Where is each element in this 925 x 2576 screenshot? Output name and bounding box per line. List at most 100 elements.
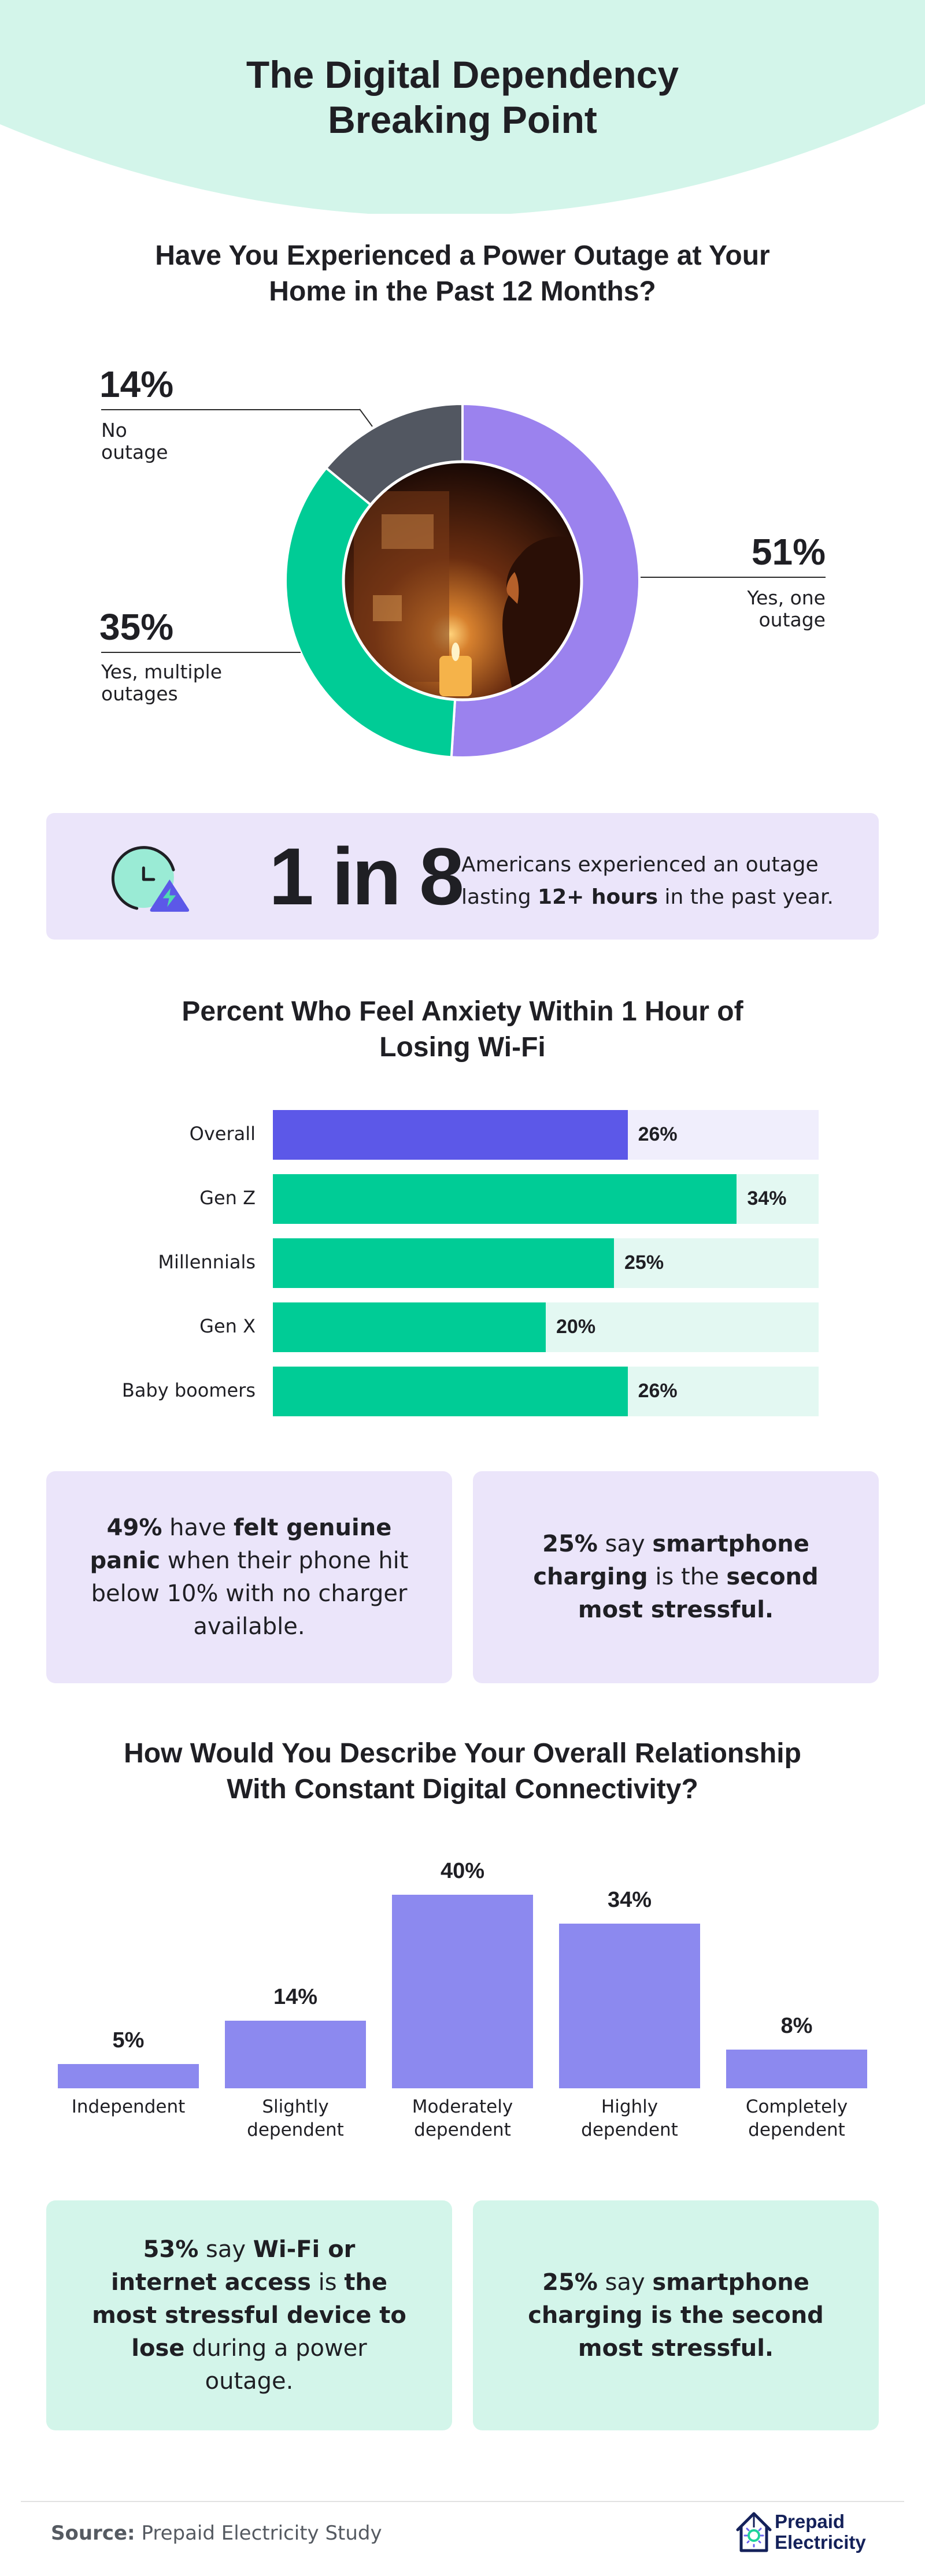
callout-text-regular: when their phone hit below 10% with no c… [91, 1547, 409, 1640]
label-line: outage [758, 608, 826, 631]
hbar-value-label: 26% [638, 1123, 678, 1145]
callout-text-bold: 25% [542, 1531, 598, 1557]
callout-text: 25% say smartphone charging is the secon… [513, 2266, 838, 2365]
slice-value-multiple-outages: 35% [99, 606, 174, 648]
hbar-bar [273, 1110, 628, 1160]
slice-value-one-outage: 51% [751, 531, 826, 573]
vbar-bar [559, 1924, 700, 2088]
text-bold: 12+ hours [538, 885, 658, 909]
vbar-title-line-1: How Would You Describe Your Overall Rela… [124, 1738, 801, 1769]
callout-text-bold: Wi-Fi or internet access [110, 2236, 356, 2296]
hbar-track: 26% [273, 1367, 819, 1416]
category-line: Independent [71, 2096, 186, 2117]
slice-label-one-outage: Yes, one outage [747, 587, 826, 631]
hbar-category-label: Millennials [158, 1251, 256, 1273]
text: in the past year. [658, 885, 834, 909]
source-label: Source: [51, 2522, 135, 2545]
callout-text-bold: 53% [143, 2236, 199, 2263]
vbar-value-label: 8% [780, 2014, 813, 2038]
hbar-bar [273, 1367, 628, 1416]
vbar-category-label: Slightly dependent [212, 2095, 379, 2141]
callout-text-regular: is the [648, 1564, 727, 1590]
page-title: The Digital Dependency Breaking Point [0, 52, 925, 142]
category-line: Completely [745, 2096, 848, 2117]
hbar-track: 20% [273, 1302, 819, 1352]
vbar-value-label: 34% [607, 1888, 652, 1913]
callout-text-regular: say [198, 2236, 253, 2263]
stat-description: Americans experienced an outage lasting … [461, 849, 866, 914]
category-line: Highly [601, 2096, 658, 2117]
callout-text-bold: the most stressful device to lose [92, 2269, 406, 2362]
callout-panic: 49% have felt genuine panic when their p… [46, 1471, 452, 1683]
category-line: dependent [748, 2120, 845, 2140]
title-line-1: The Digital Dependency [246, 53, 679, 96]
callout-text-regular: during a power outage. [184, 2334, 367, 2395]
callout-text-regular: is [310, 2269, 345, 2296]
vbar-value-label: 5% [112, 2028, 145, 2053]
hbar-track: 26% [273, 1110, 819, 1160]
title-line-2: Breaking Point [328, 98, 597, 141]
hbar-title-line-1: Percent Who Feel Anxiety Within 1 Hour o… [182, 996, 743, 1027]
house-bulb-icon [736, 2512, 772, 2552]
hbar-value-label: 25% [624, 1252, 664, 1274]
hbar-category-label: Gen Z [199, 1187, 256, 1209]
source-text: Prepaid Electricity Study [135, 2522, 382, 2545]
stat-big-number: 1 in 8 [269, 831, 464, 922]
vbar-category-label: Highly dependent [546, 2095, 713, 2141]
slice-label-multiple-outages: Yes, multiple outages [101, 661, 222, 705]
source-note: Source: Prepaid Electricity Study [51, 2522, 382, 2545]
hbar-track: 25% [273, 1238, 819, 1288]
hbar-title-line-2: Losing Wi-Fi [379, 1032, 546, 1063]
hbar-value-label: 34% [747, 1187, 787, 1209]
center-photo [343, 462, 582, 700]
logo-line: Electricity [775, 2532, 866, 2553]
stat-line-2: lasting 12+ hours in the past year. [461, 881, 866, 914]
vbar-bar [392, 1895, 533, 2088]
text: lasting [461, 885, 538, 909]
hbar-value-label: 20% [556, 1316, 596, 1338]
vbar-bar [225, 2020, 366, 2088]
slice-value-no-outage: 14% [99, 363, 174, 405]
callout-text-regular: say [597, 2269, 653, 2296]
logo-text: Prepaid Electricity [775, 2511, 866, 2553]
hbar-track: 34% [273, 1174, 819, 1224]
leader-line [101, 652, 301, 653]
callout-text: 53% say Wi-Fi or internet access is the … [87, 2233, 412, 2398]
callout-text-bold: smartphone charging [533, 1531, 809, 1590]
slice-label-no-outage: No outage [101, 420, 168, 463]
stat-banner: 1 in 8 Americans experienced an outage l… [46, 813, 879, 940]
vbar-bar [726, 2050, 867, 2088]
hbar-category-label: Baby boomers [121, 1379, 256, 1401]
hbar-value-label: 26% [638, 1380, 678, 1402]
hbar-chart-title: Percent Who Feel Anxiety Within 1 Hour o… [87, 994, 838, 1066]
label-line: No [101, 419, 127, 441]
footer-divider [21, 2501, 904, 2502]
category-line: dependent [581, 2120, 678, 2140]
leader-line [101, 409, 360, 410]
hbar-bar [273, 1174, 737, 1224]
callout-text-bold: 25% [542, 2269, 598, 2296]
hbar-category-label: Gen X [199, 1315, 256, 1337]
callout-charging-2: 25% say smartphone charging is the secon… [473, 2200, 879, 2430]
callout-text-bold: second most stressful. [578, 1564, 819, 1623]
donut-title-line-2: Home in the Past 12 Months? [269, 276, 656, 307]
logo-line: Prepaid [775, 2511, 845, 2532]
leader-line [359, 409, 373, 427]
callout-wifi: 53% say Wi-Fi or internet access is the … [46, 2200, 452, 2430]
prepaid-electricity-logo: Prepaid Electricity [735, 2510, 874, 2556]
category-line: Moderately [412, 2096, 513, 2117]
donut-chart-title: Have You Experienced a Power Outage at Y… [87, 238, 838, 310]
vbar-category-label: Completely dependent [713, 2095, 880, 2141]
vbar-value-label: 14% [273, 1984, 318, 2009]
label-line: Yes, one [747, 587, 826, 609]
callout-text-regular: have [162, 1514, 234, 1541]
callout-charging: 25% say smartphone charging is the secon… [473, 1471, 879, 1683]
donut-chart [284, 402, 641, 759]
label-line: outage [101, 441, 168, 463]
vbar-title-line-2: With Constant Digital Connectivity? [227, 1774, 698, 1805]
donut-title-line-1: Have You Experienced a Power Outage at Y… [155, 240, 770, 271]
category-line: dependent [247, 2120, 344, 2140]
hbar-category-label: Overall [189, 1123, 256, 1145]
header-background [0, 0, 925, 214]
vbar-value-label: 40% [440, 1859, 485, 1883]
